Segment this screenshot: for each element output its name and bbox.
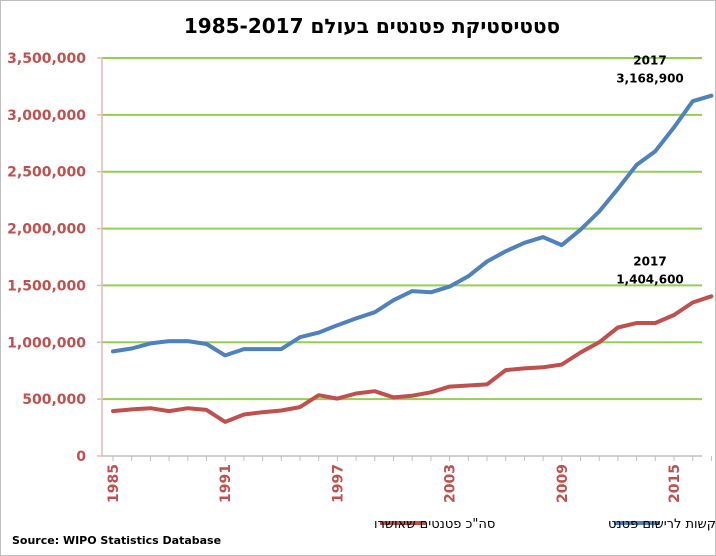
y-tick-label: 3,500,000 bbox=[7, 51, 86, 67]
y-tick-label: 2,500,000 bbox=[7, 165, 86, 181]
annotation-value: 3,168,900 bbox=[616, 72, 684, 86]
y-tick-label: 0 bbox=[76, 449, 86, 465]
x-tick-label: 2009 bbox=[555, 464, 571, 503]
x-tick-label: 2015 bbox=[667, 464, 683, 503]
x-tick-label: 1991 bbox=[218, 464, 234, 503]
grid bbox=[102, 57, 702, 401]
axes bbox=[101, 58, 702, 457]
annotations: 2017 3,168,900 2017 1,404,600 bbox=[616, 54, 684, 287]
y-tick-label: 1,000,000 bbox=[7, 335, 86, 351]
annotation-year: 2017 bbox=[633, 54, 666, 68]
legend: סה"כ בקשות לרישום פטנט סה"כ פטנטים שאושרו bbox=[374, 517, 716, 532]
annotation-year: 2017 bbox=[633, 254, 666, 268]
x-tick-label: 2003 bbox=[443, 464, 459, 503]
source-note: Source: WIPO Statistics Database bbox=[12, 534, 221, 547]
legend-label-0: סה"כ בקשות לרישום פטנט bbox=[608, 517, 716, 532]
y-tick-label: 3,000,000 bbox=[7, 108, 86, 124]
chart-title: סטטיסטיקת פטנטים בעולם 1985-2017 bbox=[184, 14, 560, 38]
annotation-value: 1,404,600 bbox=[616, 272, 684, 286]
series-line-1 bbox=[111, 294, 714, 424]
y-tick-label: 1,500,000 bbox=[7, 278, 86, 294]
series-line-0 bbox=[111, 93, 714, 358]
y-tick-label: 500,000 bbox=[22, 392, 86, 408]
legend-label-1: סה"כ פטנטים שאושרו bbox=[374, 517, 495, 532]
y-tick-label: 2,000,000 bbox=[7, 222, 86, 238]
y-axis-ticks: 0 500,000 1,000,000 1,500,000 2,000,000 2,500… bbox=[7, 51, 102, 465]
x-axis-ticks: 1985 1991 1997 2003 2009 2015 bbox=[106, 456, 712, 503]
x-tick-label: 1985 bbox=[106, 464, 122, 503]
series-lines bbox=[111, 93, 714, 424]
x-tick-label: 1997 bbox=[330, 464, 346, 503]
